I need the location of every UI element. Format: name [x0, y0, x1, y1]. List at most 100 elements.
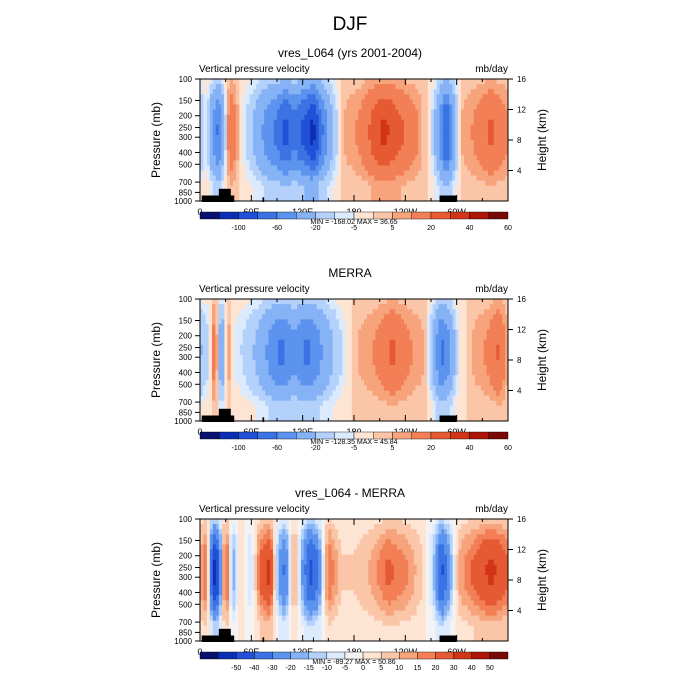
field-cell	[415, 405, 419, 412]
field-cell	[255, 150, 260, 156]
field-cell	[279, 94, 284, 100]
field-cell	[202, 354, 207, 361]
field-cell	[279, 134, 284, 141]
field-cell	[224, 385, 228, 391]
field-cell	[438, 360, 442, 366]
field-cell	[224, 329, 228, 336]
field-cell	[472, 395, 476, 402]
field-cell	[264, 114, 268, 121]
field-cell	[349, 119, 353, 126]
field-cell	[489, 390, 494, 397]
field-cell	[255, 104, 260, 110]
field-cell	[239, 370, 244, 376]
field-cell	[253, 129, 257, 136]
field-cell	[377, 155, 382, 161]
field-cell	[502, 94, 506, 100]
field-cell	[398, 319, 402, 325]
field-cell	[442, 124, 447, 131]
field-cell	[452, 354, 457, 361]
field-cell	[294, 380, 298, 386]
field-cell	[389, 400, 393, 407]
field-cell	[499, 380, 503, 386]
field-cell	[242, 150, 247, 156]
field-cell	[284, 329, 289, 336]
field-cell	[249, 380, 253, 386]
field-cell	[427, 175, 432, 182]
field-cell	[461, 319, 465, 325]
field-cell	[479, 99, 483, 105]
field-cell	[352, 180, 356, 187]
field-cell	[502, 119, 506, 126]
field-cell	[389, 395, 393, 402]
field-cell	[474, 375, 479, 381]
field-cell	[229, 129, 234, 136]
field-cell	[258, 180, 262, 187]
field-cell	[502, 390, 506, 397]
field-cell	[326, 309, 330, 315]
field-cell	[332, 155, 336, 161]
field-cell	[300, 329, 305, 336]
field-cell	[206, 129, 211, 136]
field-cell	[369, 344, 374, 351]
field-cell	[290, 360, 295, 366]
field-cell	[282, 170, 287, 177]
field-cell	[369, 309, 374, 315]
field-cell	[469, 395, 473, 402]
field-cell	[274, 304, 279, 310]
field-cell	[371, 180, 375, 187]
field-cell	[294, 400, 298, 407]
field-cell	[460, 94, 465, 100]
field-cell	[452, 309, 457, 315]
field-cell	[435, 395, 439, 402]
field-cell	[415, 314, 419, 320]
field-cell	[312, 134, 317, 141]
field-cell	[221, 339, 225, 346]
field-cell	[418, 314, 422, 320]
field-cell	[319, 385, 324, 391]
field-cell	[227, 400, 232, 407]
field-cell	[461, 390, 465, 397]
field-cell	[235, 140, 240, 146]
field-cell	[285, 114, 289, 121]
field-cell	[470, 155, 475, 161]
field-cell	[496, 99, 500, 105]
field-cell	[406, 145, 411, 151]
field-cell	[224, 349, 228, 356]
field-cell	[208, 344, 213, 351]
field-cell	[398, 354, 402, 361]
field-cell	[348, 304, 353, 310]
field-cell	[348, 390, 353, 397]
field-cell	[470, 99, 475, 105]
field-cell	[278, 304, 282, 310]
field-cell	[355, 79, 359, 85]
field-cell	[329, 109, 334, 116]
field-cell	[324, 104, 328, 110]
field-cell	[418, 324, 422, 330]
field-cell	[449, 185, 453, 192]
field-cell	[297, 134, 302, 141]
field-cell	[239, 309, 244, 315]
field-cell	[363, 334, 368, 341]
field-cell	[486, 304, 491, 310]
y-tick-label: 200	[179, 112, 193, 121]
field-cell	[227, 329, 232, 336]
field-cell	[429, 385, 434, 391]
field-cell	[327, 150, 331, 156]
field-cell	[449, 344, 454, 351]
field-cell	[480, 314, 485, 320]
field-cell	[502, 129, 506, 136]
field-cell	[421, 140, 426, 146]
field-cell	[466, 344, 470, 351]
field-cell	[467, 165, 472, 171]
field-cell	[464, 104, 468, 110]
field-cell	[242, 354, 247, 361]
field-cell	[304, 89, 308, 95]
field-cell	[267, 190, 272, 197]
field-cell	[239, 334, 244, 341]
field-cell	[239, 185, 244, 192]
field-cell	[332, 134, 336, 141]
field-cell	[279, 104, 284, 110]
field-cell	[318, 129, 322, 136]
field-cell	[499, 190, 503, 197]
field-cell	[318, 150, 322, 156]
